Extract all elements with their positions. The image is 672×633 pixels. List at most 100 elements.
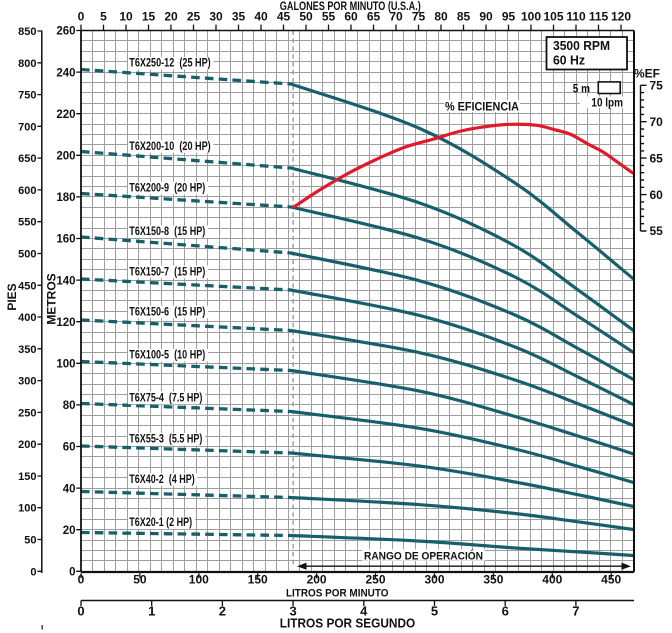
svg-text:%EF: %EF xyxy=(634,67,660,81)
svg-text:LITROS POR MINUTO: LITROS POR MINUTO xyxy=(286,587,389,599)
svg-text:75: 75 xyxy=(412,10,426,24)
svg-text:400: 400 xyxy=(542,572,562,586)
svg-text:100: 100 xyxy=(56,359,75,371)
svg-text:T6X150-7 (15 HP): T6X150-7 (15 HP) xyxy=(129,264,205,278)
svg-text:3500 RPM: 3500 RPM xyxy=(553,39,610,53)
svg-text:115: 115 xyxy=(589,10,609,24)
svg-text:T6X20-1 (2 HP): T6X20-1 (2 HP) xyxy=(129,515,192,529)
svg-text:60: 60 xyxy=(63,442,76,454)
svg-text:160: 160 xyxy=(56,234,75,246)
svg-text:T6X200-9 (20 HP): T6X200-9 (20 HP) xyxy=(129,180,205,194)
svg-text:220: 220 xyxy=(56,109,75,121)
svg-text:5: 5 xyxy=(431,603,438,618)
svg-text:450: 450 xyxy=(18,280,36,292)
svg-text:70: 70 xyxy=(389,10,403,24)
svg-text:75: 75 xyxy=(650,79,664,93)
svg-text:120: 120 xyxy=(611,10,631,24)
svg-text:650: 650 xyxy=(18,153,36,165)
svg-text:20: 20 xyxy=(63,525,76,537)
svg-text:10: 10 xyxy=(119,10,133,24)
svg-text:0: 0 xyxy=(78,10,85,24)
svg-text:300: 300 xyxy=(18,376,36,388)
svg-text:700: 700 xyxy=(18,121,36,133)
svg-text:% EFICIENCIA: % EFICIENCIA xyxy=(445,100,519,114)
svg-text:T6X55-3 (5.5 HP): T6X55-3 (5.5 HP) xyxy=(129,432,202,446)
svg-text:90: 90 xyxy=(479,10,493,24)
svg-text:45: 45 xyxy=(277,10,291,24)
svg-text:35: 35 xyxy=(232,10,246,24)
svg-text:20: 20 xyxy=(164,10,178,24)
svg-text:95: 95 xyxy=(502,10,516,24)
svg-text:55: 55 xyxy=(322,10,336,24)
svg-text:80: 80 xyxy=(63,400,76,412)
svg-text:800: 800 xyxy=(18,58,36,70)
svg-text:T6X75-4 (7.5 HP): T6X75-4 (7.5 HP) xyxy=(129,390,202,404)
svg-text:30: 30 xyxy=(209,10,223,24)
svg-text:7: 7 xyxy=(572,603,579,618)
svg-text:105: 105 xyxy=(543,10,563,24)
svg-text:1: 1 xyxy=(148,603,155,618)
svg-text:PIES: PIES xyxy=(5,283,19,310)
svg-text:T6X150-6 (15 HP): T6X150-6 (15 HP) xyxy=(129,304,205,318)
svg-text:RANGO DE OPERACIÓN: RANGO DE OPERACIÓN xyxy=(364,549,483,562)
svg-text:0: 0 xyxy=(78,572,85,586)
svg-text:200: 200 xyxy=(18,439,36,451)
svg-text:550: 550 xyxy=(18,217,36,229)
svg-text:600: 600 xyxy=(18,185,36,197)
svg-text:150: 150 xyxy=(18,471,36,483)
svg-text:85: 85 xyxy=(457,10,471,24)
svg-text:850: 850 xyxy=(18,26,36,38)
svg-text:25: 25 xyxy=(187,10,201,24)
svg-text:0: 0 xyxy=(30,566,36,578)
svg-text:40: 40 xyxy=(63,483,76,495)
svg-text:400: 400 xyxy=(18,312,36,324)
svg-text:180: 180 xyxy=(56,192,75,204)
svg-text:55: 55 xyxy=(650,224,664,238)
svg-text:4: 4 xyxy=(360,603,368,618)
svg-text:60: 60 xyxy=(344,10,358,24)
svg-text:250: 250 xyxy=(18,407,36,419)
svg-text:110: 110 xyxy=(566,10,586,24)
svg-text:750: 750 xyxy=(18,90,36,102)
svg-text:100: 100 xyxy=(18,503,36,515)
svg-text:250: 250 xyxy=(365,572,385,586)
svg-text:LITROS POR SEGUNDO: LITROS POR SEGUNDO xyxy=(280,616,416,631)
svg-text:60 Hz: 60 Hz xyxy=(553,54,585,68)
svg-text:40: 40 xyxy=(254,10,268,24)
svg-text:100: 100 xyxy=(189,572,209,586)
svg-text:300: 300 xyxy=(424,572,444,586)
svg-text:METROS: METROS xyxy=(45,273,59,324)
svg-text:240: 240 xyxy=(56,67,75,79)
svg-text:350: 350 xyxy=(483,572,503,586)
svg-text:200: 200 xyxy=(56,151,75,163)
svg-text:0: 0 xyxy=(77,603,84,618)
svg-text:70: 70 xyxy=(650,115,664,129)
svg-text:120: 120 xyxy=(56,317,75,329)
svg-text:5 m: 5 m xyxy=(573,81,590,95)
svg-text:T6X150-8 (15 HP): T6X150-8 (15 HP) xyxy=(129,224,205,238)
svg-text:350: 350 xyxy=(18,344,36,356)
svg-text:T6X250-12 (25 HP): T6X250-12 (25 HP) xyxy=(129,56,210,70)
svg-text:3: 3 xyxy=(289,603,296,618)
svg-text:500: 500 xyxy=(18,249,36,261)
svg-text:200: 200 xyxy=(307,572,327,586)
svg-text:T6X100-5 (10 HP): T6X100-5 (10 HP) xyxy=(129,348,205,362)
svg-text:100: 100 xyxy=(521,10,541,24)
svg-text:260: 260 xyxy=(56,26,75,38)
svg-text:GALONES POR MINUTO (U.S.A.): GALONES POR MINUTO (U.S.A.) xyxy=(280,0,421,13)
svg-text:65: 65 xyxy=(367,10,381,24)
svg-text:65: 65 xyxy=(650,151,664,165)
svg-text:140: 140 xyxy=(56,275,75,287)
svg-text:10 lpm: 10 lpm xyxy=(591,95,623,109)
svg-text:2: 2 xyxy=(219,603,226,618)
svg-text:80: 80 xyxy=(434,10,448,24)
svg-text:50: 50 xyxy=(133,572,147,586)
svg-text:T6X40-2 (4 HP): T6X40-2 (4 HP) xyxy=(129,472,194,486)
svg-text:5: 5 xyxy=(100,10,107,24)
svg-text:50: 50 xyxy=(299,10,313,24)
svg-text:60: 60 xyxy=(650,188,664,202)
svg-text:T6X200-10 (20 HP): T6X200-10 (20 HP) xyxy=(129,139,210,153)
svg-text:150: 150 xyxy=(248,572,268,586)
svg-text:450: 450 xyxy=(601,572,621,586)
svg-text:0: 0 xyxy=(69,567,75,579)
